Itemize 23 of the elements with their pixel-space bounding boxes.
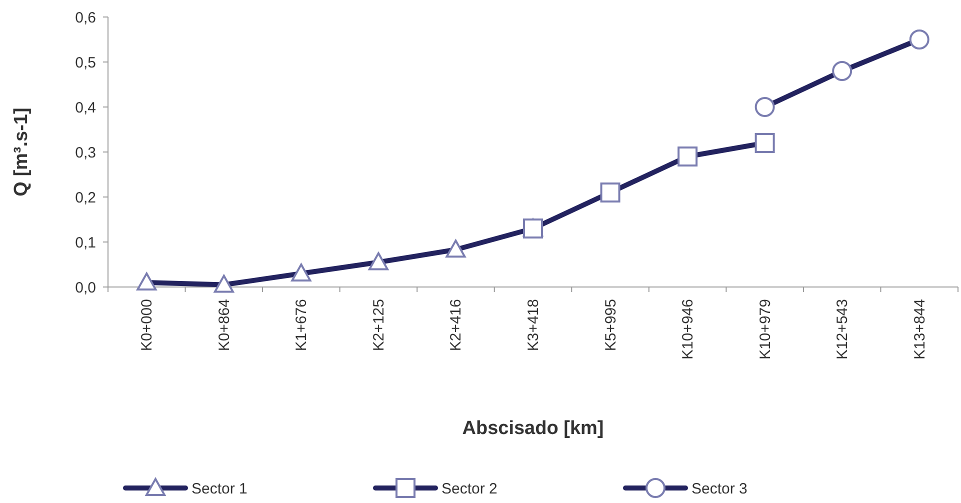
x-tick-label: K2+125 xyxy=(370,299,388,352)
y-tick-label: 0,3 xyxy=(75,144,96,162)
x-tick-label: K1+676 xyxy=(293,299,310,352)
legend-label: Sector 3 xyxy=(692,480,748,498)
y-tick-label: 0,1 xyxy=(75,234,96,252)
y-axis-title: Q [m³.s-1] xyxy=(11,108,32,196)
y-tick-label: 0,5 xyxy=(75,54,96,72)
y-tick-label: 0,6 xyxy=(75,9,96,26)
x-tick-label: K0+000 xyxy=(138,299,156,352)
x-tick-label: K12+543 xyxy=(834,299,852,360)
legend-label: Sector 1 xyxy=(192,480,248,498)
x-tick-label: K10+946 xyxy=(680,299,697,360)
legend-label: Sector 2 xyxy=(442,480,498,498)
x-axis-title: Abscisado [km] xyxy=(462,418,604,439)
x-tick-label: K5+995 xyxy=(602,299,620,352)
y-tick-label: 0,0 xyxy=(75,279,96,296)
x-tick-label: K3+418 xyxy=(525,299,542,352)
x-tick-label: K10+979 xyxy=(756,299,774,360)
x-tick-label: K0+864 xyxy=(216,299,233,352)
x-tick-label: K13+844 xyxy=(911,299,928,360)
x-tick-label: K2+416 xyxy=(448,299,465,352)
y-tick-label: 0,2 xyxy=(75,189,96,206)
y-tick-label: 0,4 xyxy=(75,99,96,116)
